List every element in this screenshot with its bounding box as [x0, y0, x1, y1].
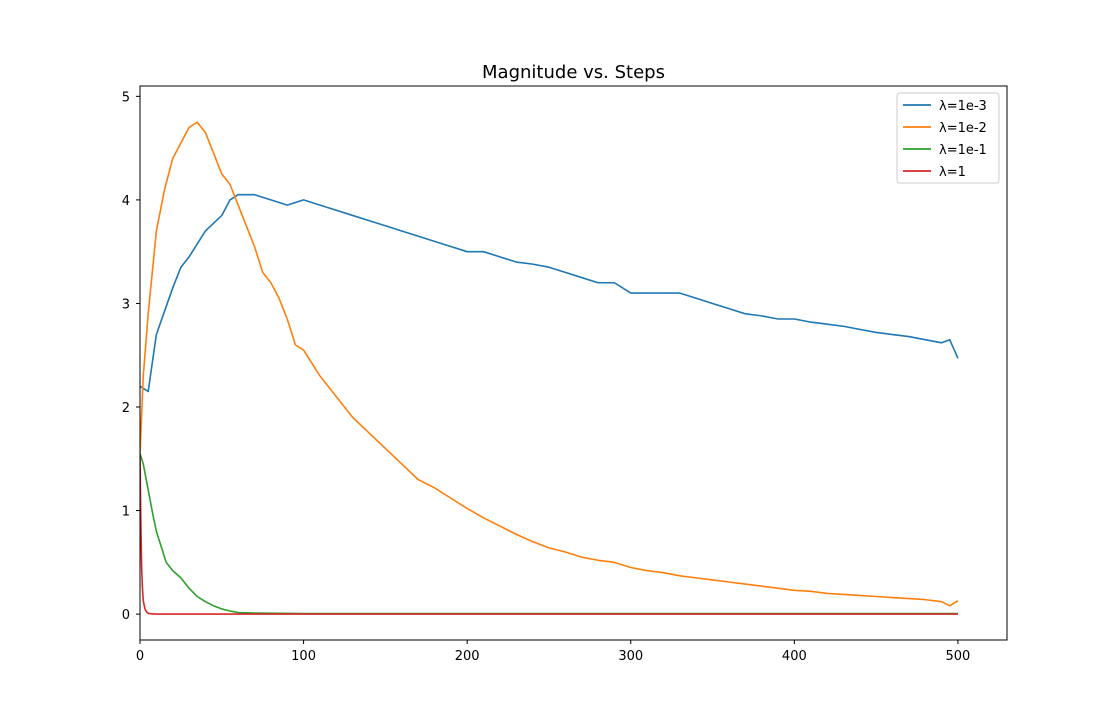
series-line-1: [140, 121, 959, 607]
y-tick-label: 3: [122, 297, 130, 312]
legend-label-2: λ=1e-1: [939, 143, 987, 158]
axes-frame: [139, 85, 1008, 641]
x-tick-label: 100: [291, 649, 316, 664]
x-tick-label: 0: [136, 649, 144, 664]
plot-area: [140, 121, 959, 615]
legend-label-3: λ=1: [939, 165, 966, 180]
y-tick-label: 2: [122, 401, 130, 416]
legend-box: [896, 92, 1000, 184]
legend: λ=1e-3 λ=1e-2 λ=1e-1 λ=1: [896, 92, 1000, 184]
x-tick-label: 300: [618, 649, 643, 664]
series-line-3: [140, 453, 958, 615]
series-line-0: [140, 193, 959, 393]
legend-label-0: λ=1e-3: [939, 99, 987, 114]
chart-title: Magnitude vs. Steps: [482, 62, 665, 83]
x-tick-label: 400: [782, 649, 807, 664]
y-tick-label: 0: [122, 608, 130, 623]
x-tick-label: 500: [946, 649, 971, 664]
y-tick-label: 1: [122, 505, 130, 520]
y-tick-label: 5: [122, 90, 130, 105]
legend-label-1: λ=1e-2: [939, 121, 987, 136]
x-tick-label: 200: [455, 649, 480, 664]
axes: 0 100 200 300 400 500 0 1 2 3 4 5: [122, 85, 1008, 664]
series-line-2: [140, 453, 958, 615]
y-tick-label: 4: [122, 194, 130, 209]
